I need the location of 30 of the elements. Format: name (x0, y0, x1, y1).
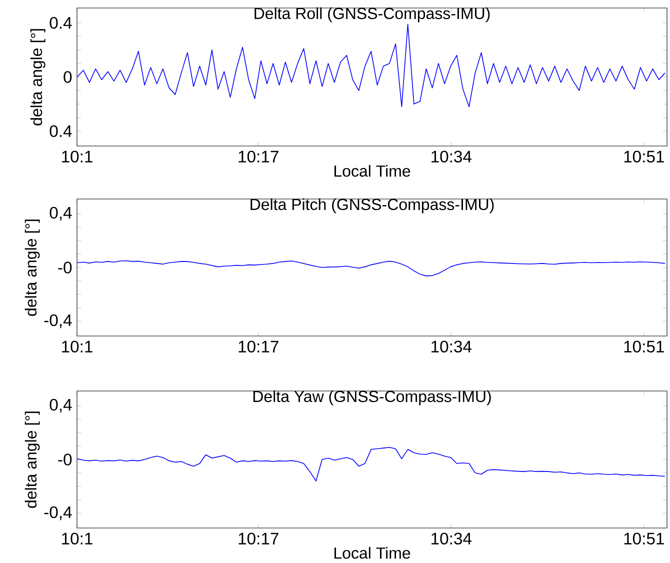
y-tick-label: -0 (58, 454, 72, 466)
chart-title: Delta Yaw (GNSS-Compass-IMU) (253, 390, 491, 406)
y-tick-label: -0,4 (44, 506, 72, 520)
x-tick-label: 10:17 (238, 150, 278, 163)
x-tick-label: 10:34 (432, 532, 472, 544)
x-axis-title: Local Time (334, 546, 410, 559)
x-tick-label: 10:34 (432, 150, 472, 163)
y-tick-label: 0.4 (50, 125, 72, 138)
y-tick-label: -0,4 (44, 314, 72, 328)
x-tick-label: 10:51 (624, 532, 664, 544)
y-axis-title: delta angle [°] (24, 220, 40, 316)
chart-title: Delta Roll (GNSS-Compass-IMU) (254, 7, 490, 22)
y-tick-label: 0 (64, 71, 72, 83)
x-tick-label: 10:1 (62, 150, 92, 163)
x-tick-label: 10:1 (62, 340, 92, 352)
line-series (77, 24, 666, 108)
x-tick-label: 10:1 (62, 532, 92, 544)
chart-title: Delta Pitch (GNSS-Compass-IMU) (250, 198, 494, 214)
y-axis-title: delta angle [°] (30, 29, 46, 126)
y-tick-label: 0.4 (50, 16, 72, 29)
y-tick-label: 0,4 (50, 206, 72, 221)
x-tick-label: 10:34 (432, 340, 472, 352)
x-tick-label: 10:17 (238, 532, 278, 544)
y-tick-label: -0 (58, 262, 72, 274)
x-tick-label: 10:17 (238, 340, 278, 352)
y-tick-label: 0,4 (50, 398, 72, 413)
y-axis-title: delta angle [°] (24, 412, 40, 508)
x-tick-label: 10:51 (624, 150, 664, 163)
x-tick-label: 10:51 (624, 340, 664, 352)
x-axis-title: Local Time (334, 165, 410, 177)
